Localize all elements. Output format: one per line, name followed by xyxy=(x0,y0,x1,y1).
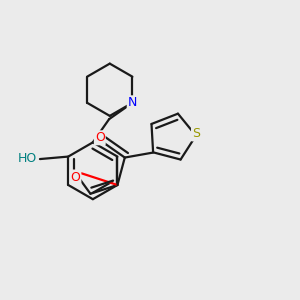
Text: S: S xyxy=(192,128,200,140)
Text: N: N xyxy=(128,96,137,109)
Text: O: O xyxy=(95,131,105,144)
Text: O: O xyxy=(70,170,80,184)
Text: HO: HO xyxy=(18,152,37,165)
